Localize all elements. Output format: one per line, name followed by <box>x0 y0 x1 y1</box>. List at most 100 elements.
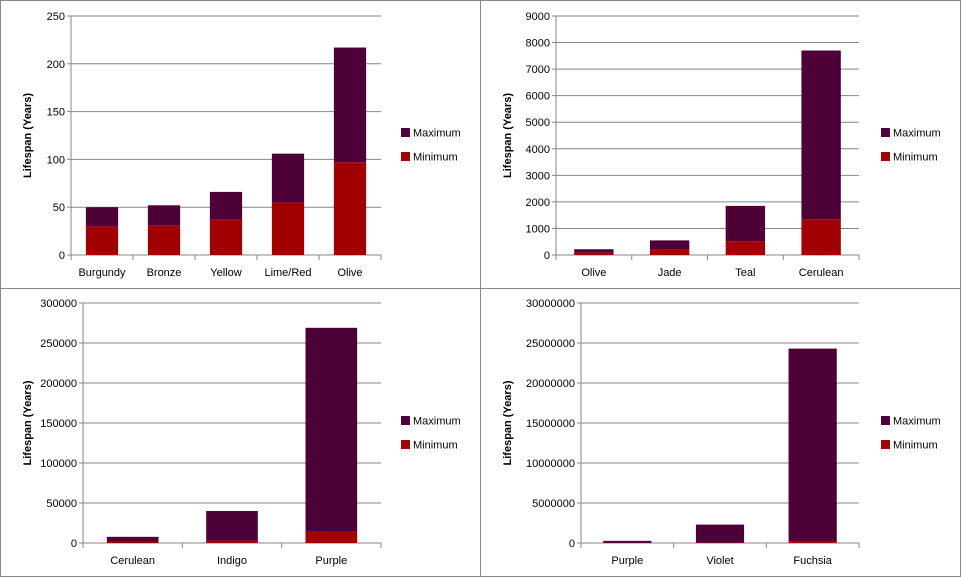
y-tick-label: 0 <box>544 250 550 262</box>
y-axis-label: Lifespan (Years) <box>22 380 34 465</box>
bar-maximum <box>206 511 258 541</box>
x-tick-label: Purple <box>611 555 643 567</box>
y-tick-label: 9000 <box>526 11 550 23</box>
legend-swatch-maximum <box>881 128 890 137</box>
y-tick-label: 30000000 <box>526 298 575 310</box>
y-tick-label: 0 <box>569 538 575 550</box>
bar-minimum <box>725 241 766 255</box>
x-tick-label: Yellow <box>210 267 241 279</box>
y-tick-label: 5000 <box>526 117 550 129</box>
bar-minimum <box>333 162 367 255</box>
legend-swatch-maximum <box>881 416 890 425</box>
legend-label-maximum: Maximum <box>893 128 941 140</box>
x-tick-label: Fuchsia <box>793 555 832 567</box>
y-tick-label: 0 <box>59 250 65 262</box>
y-tick-label: 20000000 <box>526 378 575 390</box>
y-tick-label: 300000 <box>40 298 77 310</box>
bar-minimum <box>85 226 119 255</box>
bar-maximum <box>333 47 367 163</box>
bar-minimum <box>209 219 243 255</box>
x-tick-label: Teal <box>735 267 755 279</box>
y-tick-label: 250000 <box>40 338 77 350</box>
legend-swatch-minimum <box>881 440 890 449</box>
bar-minimum <box>147 225 181 255</box>
bar-minimum <box>649 249 690 255</box>
legend-swatch-minimum <box>401 152 410 161</box>
y-tick-label: 7000 <box>526 64 550 76</box>
bar-maximum <box>147 205 181 226</box>
legend-swatch-maximum <box>401 416 410 425</box>
bar-maximum <box>209 191 243 220</box>
x-tick-label: Purple <box>315 555 347 567</box>
bar-maximum <box>801 50 841 220</box>
y-tick-label: 8000 <box>526 38 550 50</box>
x-tick-label: Cerulean <box>799 267 844 279</box>
bar-minimum <box>206 540 258 543</box>
y-tick-label: 5000000 <box>532 498 575 510</box>
y-tick-label: 150000 <box>40 418 77 430</box>
legend-label-maximum: Maximum <box>413 128 461 140</box>
chart-panel-1: 0 50 100 150 200 250 Lifespan (Years) Burgundy B… <box>0 0 481 289</box>
chart-svg: 0 5000000 10000000 15000000 20000000 25000000… <box>502 298 941 567</box>
y-tick-label: 6000 <box>526 91 550 103</box>
legend-label-minimum: Minimum <box>893 152 938 164</box>
x-tick-label: Bronze <box>147 267 182 279</box>
legend-label-minimum: Minimum <box>413 440 458 452</box>
chart-panel-2: 0 1000 2000 3000 4000 5000 6000 7000 8000 9000 Lif… <box>480 0 961 289</box>
y-tick-label: 15000000 <box>526 418 575 430</box>
bar-maximum <box>603 540 652 543</box>
y-tick-label: 100 <box>47 154 65 166</box>
y-axis-label: Lifespan (Years) <box>502 380 514 465</box>
legend-swatch-minimum <box>881 152 890 161</box>
x-tick-label: Jade <box>658 267 682 279</box>
bar-maximum <box>788 348 837 542</box>
x-tick-label: Indigo <box>217 555 247 567</box>
y-tick-label: 0 <box>71 538 77 550</box>
bar-maximum <box>725 205 766 242</box>
bar-maximum <box>106 536 159 542</box>
y-tick-label: 100000 <box>40 458 77 470</box>
legend-label-maximum: Maximum <box>893 416 941 428</box>
y-tick-label: 150 <box>47 107 65 119</box>
bar-minimum <box>801 219 841 255</box>
chart-svg: 0 1000 2000 3000 4000 5000 6000 7000 8000 9000 Lif… <box>502 11 941 279</box>
bar-minimum <box>271 202 305 255</box>
bar-maximum <box>695 524 745 543</box>
x-tick-label: Cerulean <box>110 555 155 567</box>
legend-label-minimum: Minimum <box>893 440 938 452</box>
y-axis-label: Lifespan (Years) <box>502 93 514 178</box>
y-tick-label: 3000 <box>526 170 550 182</box>
y-tick-label: 250 <box>47 11 65 23</box>
y-tick-label: 200 <box>47 59 65 71</box>
bar-maximum <box>574 249 614 253</box>
chart-panel-3: 0 50000 100000 150000 200000 250000 300000 Life… <box>0 288 481 577</box>
legend-swatch-minimum <box>401 440 410 449</box>
legend-label-maximum: Maximum <box>413 416 461 428</box>
bar-maximum <box>271 153 305 203</box>
x-tick-label: Olive <box>581 267 606 279</box>
bar-maximum <box>305 327 358 531</box>
bar-maximum <box>649 240 690 250</box>
y-tick-label: 200000 <box>40 378 77 390</box>
x-tick-label: Burgundy <box>78 267 126 279</box>
bar-minimum <box>574 252 614 255</box>
bar-minimum <box>788 541 837 543</box>
y-tick-label: 1000 <box>526 223 550 235</box>
x-tick-label: Olive <box>337 267 362 279</box>
y-tick-label: 50000 <box>46 498 77 510</box>
x-tick-label: Lime/Red <box>264 267 311 279</box>
y-tick-label: 2000 <box>526 197 550 209</box>
bar-minimum <box>106 541 159 543</box>
y-tick-label: 4000 <box>526 144 550 156</box>
y-tick-label: 10000000 <box>526 458 575 470</box>
bar-minimum <box>305 531 358 543</box>
y-axis-label: Lifespan (Years) <box>22 93 34 178</box>
y-tick-label: 50 <box>53 202 65 214</box>
chart-svg: 0 50 100 150 200 250 Lifespan (Years) Burgundy B… <box>22 11 461 279</box>
chart-svg: 0 50000 100000 150000 200000 250000 300000 Life… <box>22 298 461 567</box>
legend-label-minimum: Minimum <box>413 152 458 164</box>
bar-maximum <box>85 207 119 227</box>
chart-panel-4: 0 5000000 10000000 15000000 20000000 25000000… <box>480 288 961 577</box>
y-tick-label: 25000000 <box>526 338 575 350</box>
